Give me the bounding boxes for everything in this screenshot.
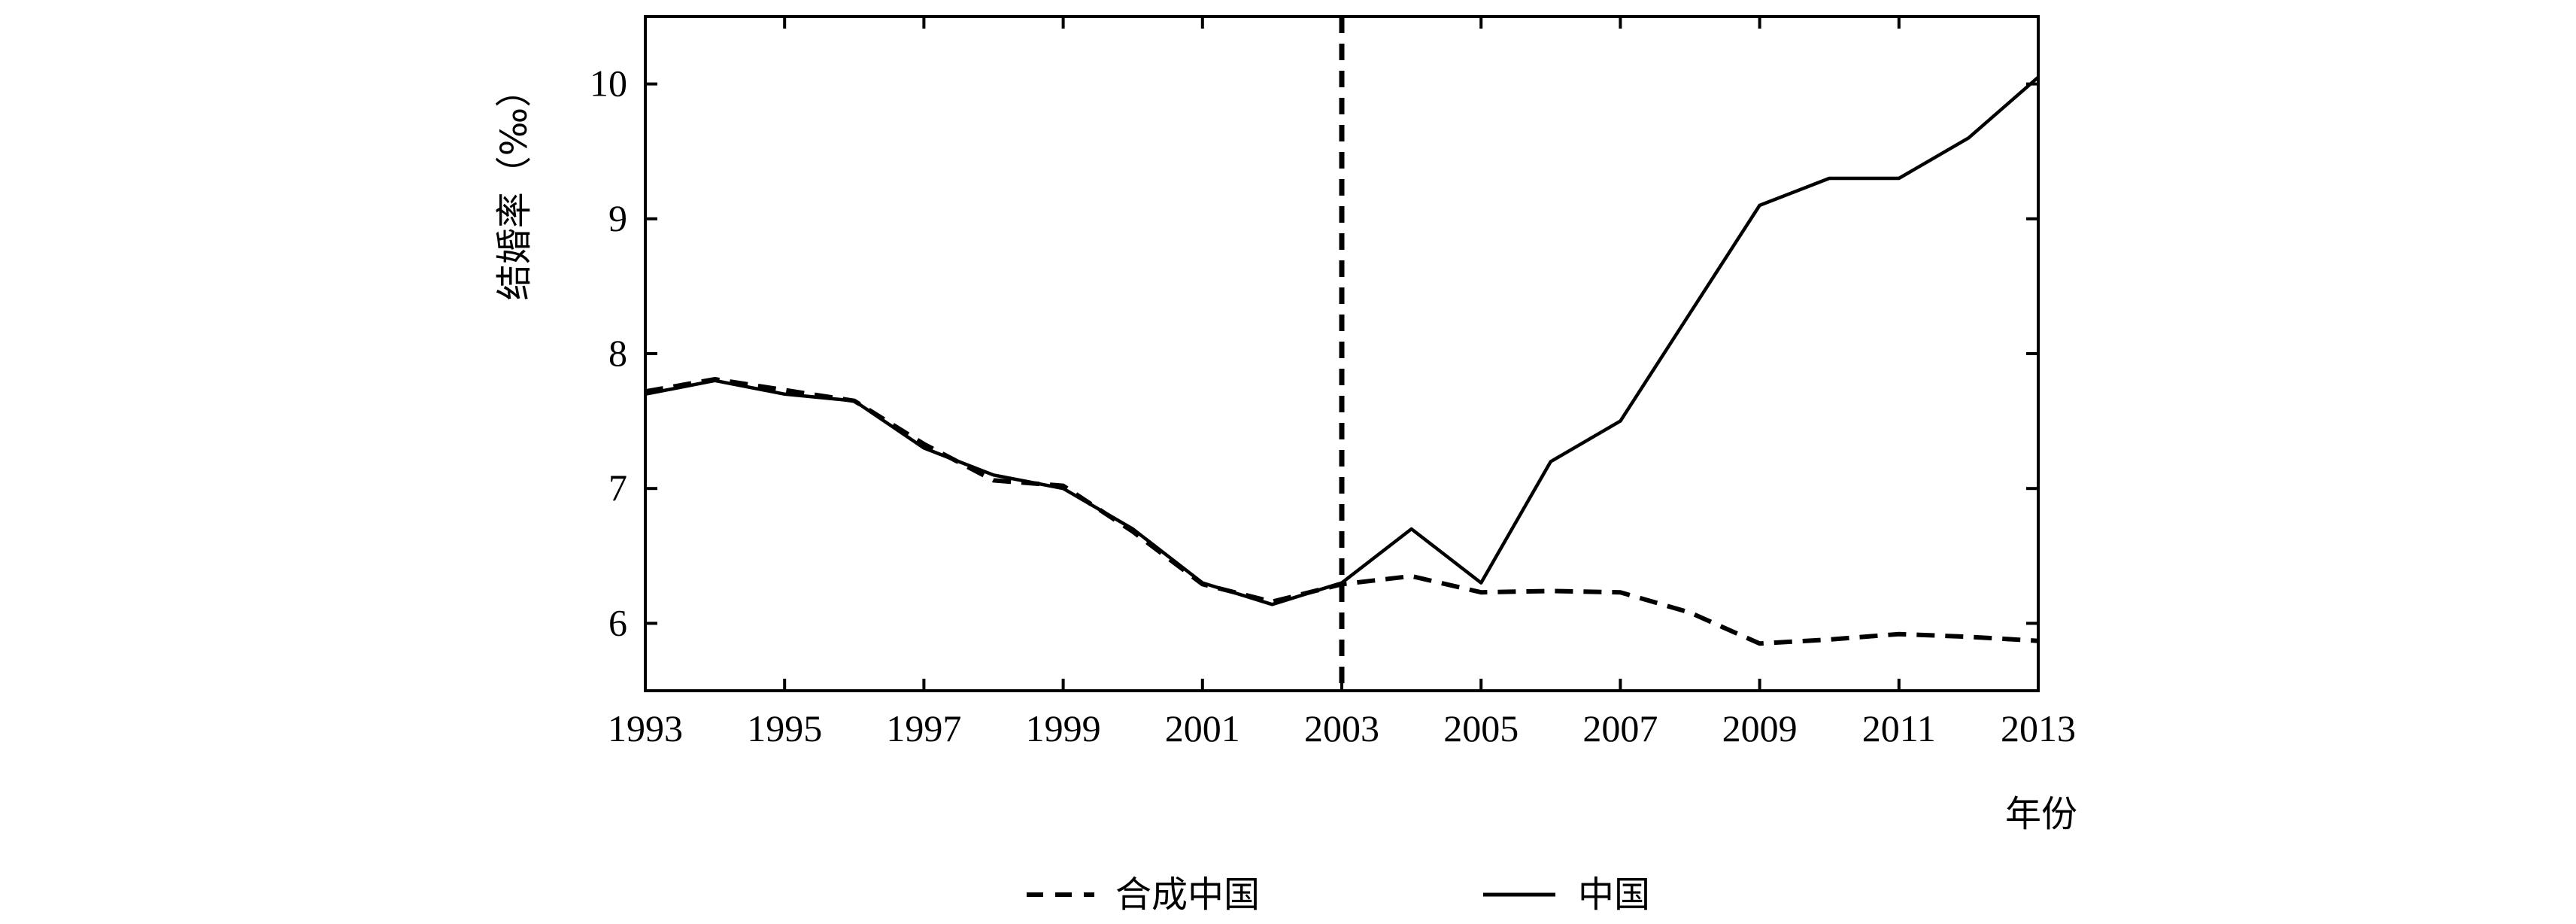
x-tick-label: 2001	[1165, 707, 1240, 749]
x-tick-label: 2003	[1304, 707, 1379, 749]
x-tick-label: 1993	[608, 707, 683, 749]
x-tick-label: 2005	[1443, 707, 1519, 749]
x-tick-label: 2009	[1722, 707, 1798, 749]
y-axis-title: 结婚率（‰）	[493, 71, 536, 300]
x-tick-label: 1999	[1026, 707, 1101, 749]
x-tick-label: 2007	[1582, 707, 1658, 749]
y-axis: 6 7 8 9 10	[590, 62, 2038, 643]
x-axis-title: 年份	[2005, 793, 2077, 835]
y-tick-label: 7	[608, 467, 627, 509]
x-tick-label: 2013	[2001, 707, 2076, 749]
x-tick-label: 1995	[747, 707, 822, 749]
legend-label-china: 中国	[1578, 874, 1650, 916]
y-tick-label: 8	[608, 332, 627, 374]
series-group	[645, 75, 2040, 646]
y-tick-label: 6	[608, 601, 627, 643]
x-axis: 1993 1995 1997 1999 2001 2003 2005 2007 2009 2011…	[608, 17, 2076, 749]
series-line-china	[645, 75, 2040, 606]
legend: 合成中国 中国	[1027, 874, 1650, 916]
legend-label-synthetic-china: 合成中国	[1115, 874, 1260, 916]
y-tick-label: 9	[608, 197, 627, 239]
x-tick-label: 1997	[886, 707, 961, 749]
x-tick-label: 2011	[1862, 707, 1936, 749]
y-tick-label: 10	[590, 62, 627, 105]
